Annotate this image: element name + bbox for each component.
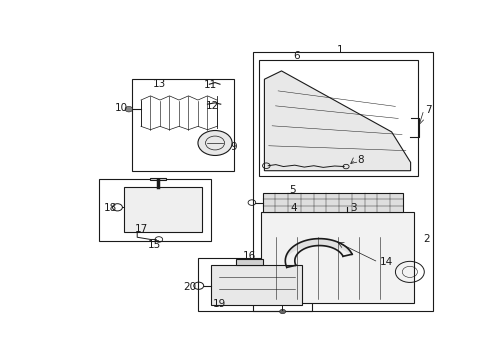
Text: 16: 16: [243, 251, 256, 261]
Text: 7: 7: [425, 105, 432, 115]
Bar: [99, 179, 211, 242]
Text: 10: 10: [115, 103, 128, 113]
Bar: [198, 258, 312, 311]
Text: 6: 6: [294, 51, 300, 61]
Text: 19: 19: [213, 299, 226, 309]
Text: 20: 20: [184, 282, 197, 292]
Text: 1: 1: [337, 45, 343, 55]
Text: 18: 18: [104, 203, 118, 213]
Bar: [263, 193, 403, 212]
Text: 9: 9: [230, 142, 237, 152]
Bar: [253, 51, 434, 311]
Bar: [131, 79, 234, 171]
Circle shape: [280, 309, 286, 314]
Text: 17: 17: [135, 224, 148, 234]
Circle shape: [198, 131, 232, 156]
Text: 8: 8: [358, 155, 364, 165]
Polygon shape: [265, 71, 411, 171]
Circle shape: [125, 107, 133, 112]
Text: 12: 12: [206, 100, 219, 111]
Text: 14: 14: [380, 257, 393, 267]
Bar: [150, 177, 166, 180]
Text: 11: 11: [204, 80, 217, 90]
Text: 13: 13: [152, 79, 166, 89]
Text: 4: 4: [290, 203, 297, 213]
Text: 3: 3: [350, 203, 357, 213]
Bar: [259, 60, 418, 176]
Text: 2: 2: [423, 234, 430, 244]
Bar: [261, 212, 415, 303]
Text: 15: 15: [147, 240, 161, 250]
Bar: [211, 265, 302, 305]
Text: 5: 5: [289, 185, 296, 195]
Bar: [124, 187, 202, 232]
Bar: [236, 260, 263, 265]
